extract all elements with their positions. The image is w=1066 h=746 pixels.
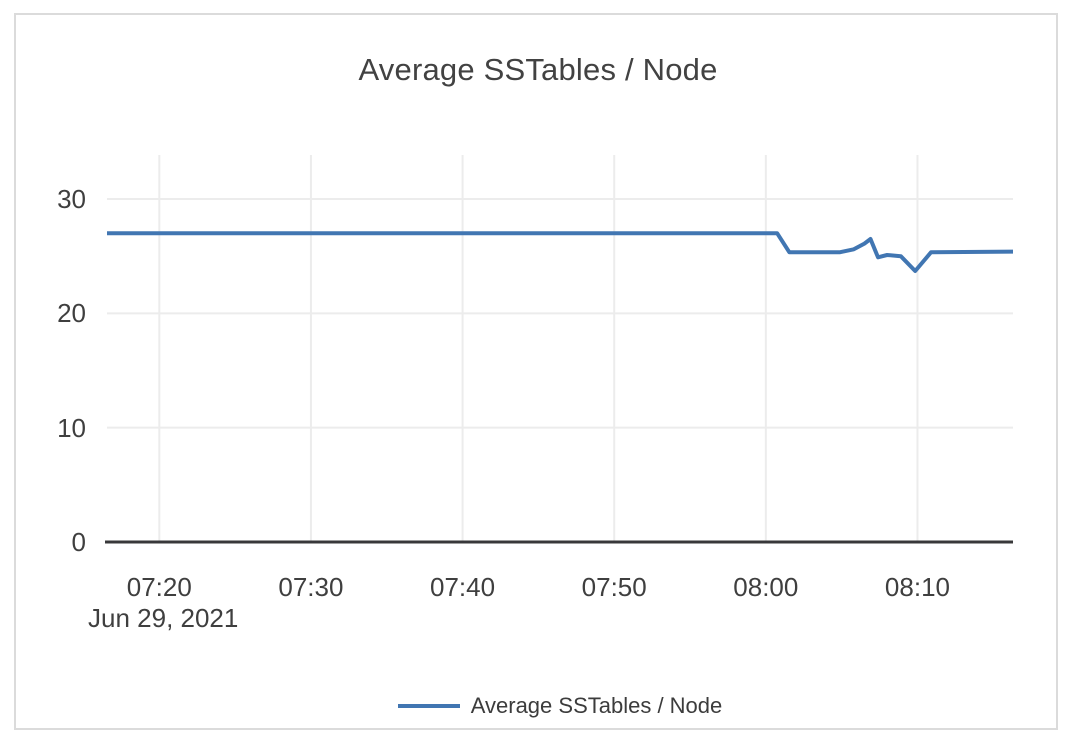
y-tick-label: 10 — [57, 412, 86, 443]
x-tick-label: 07:40 — [430, 572, 496, 602]
y-tick-label: 30 — [57, 184, 86, 215]
x-axis-date-label: Jun 29, 2021 — [88, 603, 239, 633]
x-tick-label: 08:10 — [884, 572, 950, 602]
y-tick-label: 0 — [71, 527, 86, 557]
series-line — [107, 231, 1014, 273]
chart-card — [14, 13, 1058, 730]
x-tick-label: 07:50 — [581, 572, 647, 602]
chart-title: Average SSTables / Node — [358, 52, 718, 87]
x-tick-label: 08:00 — [733, 572, 799, 602]
x-tick-label: 07:20 — [126, 572, 192, 602]
legend-line-swatch — [397, 704, 460, 708]
legend-series-label: Average SSTables / Node — [470, 693, 723, 718]
y-tick-label: 20 — [57, 298, 86, 329]
x-tick-label: 07:30 — [278, 572, 344, 602]
legend-item[interactable]: Average SSTables / Node — [107, 693, 1013, 719]
